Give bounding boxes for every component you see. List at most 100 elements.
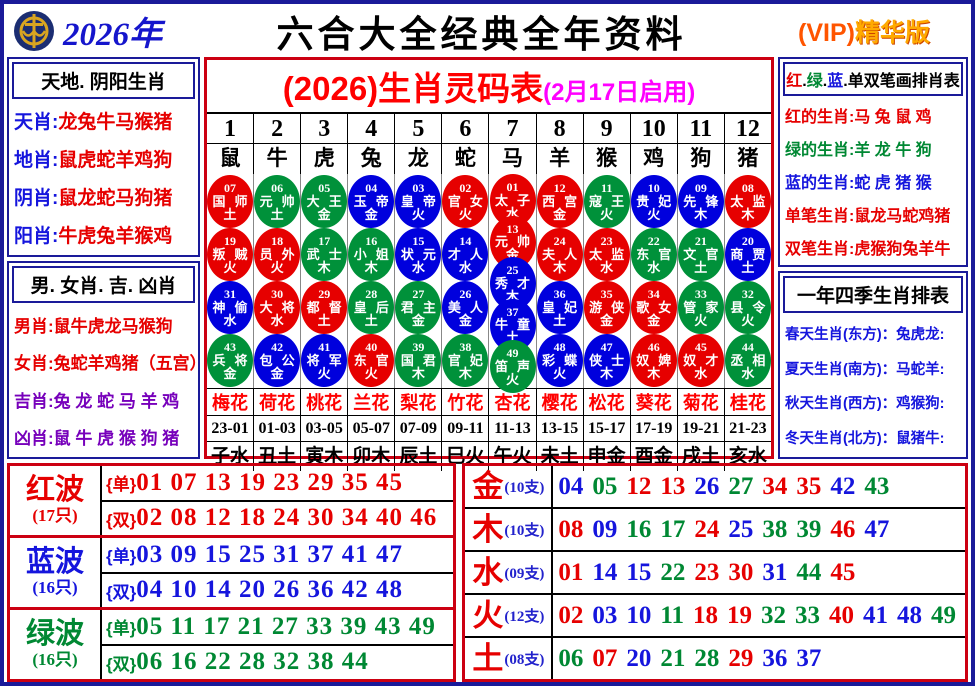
ball-name: 皇妃: [542, 301, 577, 315]
list-item: 红的生肖:马 兔 鼠 鸡: [785, 103, 963, 127]
flower-cell: 竹花: [442, 388, 490, 416]
ball-element: 金: [458, 312, 472, 328]
ball-name-char: 声: [517, 358, 531, 374]
wave-group-green: 绿波 (16只) {单} 05 11 17 21 27 33 39 43 49 {双} 0…: [10, 610, 454, 680]
hour-range-cell: 17-19: [630, 416, 678, 442]
ball-number: 33: [694, 287, 707, 302]
hour-range-cell: 21-23: [724, 416, 771, 442]
ball-19: 19 叛贼火: [207, 228, 254, 281]
box-title: 红.绿.蓝.单双笔画排肖表: [783, 62, 963, 96]
ball-name-char: 家: [705, 299, 719, 315]
list-item: 秋天生肖(西方)：鸡猴狗:: [785, 392, 963, 413]
list-item: 夏天生肖(南方)：马蛇羊:: [785, 358, 963, 379]
ball-41: 41 将军火: [301, 334, 348, 387]
ball-name-char: 东: [636, 246, 650, 262]
ball-08: 08 太监木: [724, 175, 771, 228]
element-number: 21: [660, 644, 686, 672]
element-number: 23: [694, 558, 720, 586]
ball-name-char: 玉: [353, 193, 367, 209]
ball-number: 06: [271, 181, 284, 196]
ball-name-char: 王: [611, 193, 625, 209]
element-row: 金 (10支) 04 05 12 13 26 27 34 35 42 43: [465, 466, 965, 509]
ball-element: 水: [694, 365, 708, 381]
ball-32: 32 县令火: [724, 281, 771, 334]
ball-name: 太监: [589, 248, 624, 262]
ball-name: 神偷: [213, 301, 248, 315]
ball-name: 国君: [401, 354, 436, 368]
ball-element: 金: [411, 312, 425, 328]
element-count: (10支): [504, 480, 545, 496]
ball-number: 28: [365, 287, 378, 302]
column-zodiac: 猪: [737, 147, 759, 170]
ball-name-char: 士: [328, 246, 342, 262]
vip-prefix: (VIP): [798, 19, 855, 47]
hour-range-cell: 07-09: [395, 416, 443, 442]
ball-name-char: 督: [328, 299, 342, 315]
ball-number: 07: [224, 181, 237, 196]
element-number: 42: [830, 472, 856, 500]
column-number: 12: [724, 114, 771, 144]
ball-name-char: 元: [259, 193, 273, 209]
hour-range-cell: 13-15: [536, 416, 584, 442]
element-number: 36: [762, 644, 788, 672]
ball-name: 贵妃: [636, 195, 671, 209]
element-numbers: 01 14 15 22 23 30 31 44 45: [553, 559, 965, 587]
row-label: 夏天生肖(南方)：马蛇羊:: [785, 361, 945, 378]
element-number: 28: [694, 644, 720, 672]
ball-name: 美人: [448, 301, 483, 315]
box-title: 天地. 阴阳生肖: [12, 62, 195, 99]
ball-name-char: 叛: [212, 246, 226, 262]
ball-name-char: 管: [683, 299, 697, 315]
row-value: 鼠牛虎龙马猴狗: [53, 317, 173, 337]
ball-name-char: 歌: [636, 299, 650, 315]
column-zodiac: 牛: [254, 144, 302, 174]
ball-column-2: 06 元帅土 18 员外火 30 大将水 42 包公金: [254, 174, 302, 388]
ball-column-3: 05 大王金 17 武士木 29 都督土 41 将军火: [301, 174, 349, 388]
title-fragment: 红: [786, 73, 803, 90]
ball-column-5: 03 皇帝火 15 状元水 27 君主金 39 国君木: [395, 174, 443, 388]
ball-05: 05 大王金: [301, 175, 348, 228]
flower-cell: 樱花: [536, 388, 584, 416]
ball-number: 24: [553, 234, 566, 249]
ball-number: 23: [600, 234, 613, 249]
ball-number: 49: [506, 346, 519, 361]
branch-cell: 卯木: [348, 442, 396, 471]
hour-range-cell: 01-03: [254, 416, 302, 442]
element-count: (12支): [504, 609, 545, 625]
ball-06: 06 元帅土: [254, 175, 301, 228]
ball-name-char: 帅: [517, 234, 531, 250]
table-title: (2026)生肖灵码表(2月17日启用): [207, 60, 771, 114]
ball-number: 38: [459, 340, 472, 355]
wave-name: 红波: [25, 474, 84, 507]
branch-cell: 戌土: [678, 442, 725, 471]
element-number: 34: [762, 472, 788, 500]
ball-42: 42 包公金: [254, 334, 301, 387]
year-label: 2026年: [63, 17, 162, 53]
flower-cell: 松花: [583, 388, 631, 416]
ball-name: 元帅: [260, 195, 295, 209]
ball-name: 东官: [636, 248, 671, 262]
element-number: 30: [728, 558, 754, 586]
hour-range-cell: 03-05: [301, 416, 349, 442]
element-number: 01: [558, 558, 584, 586]
ball-name-char: 先: [683, 193, 697, 209]
wave-even-row: {双} 06 16 22 28 32 38 44: [102, 643, 454, 680]
column-number: 4: [348, 114, 396, 144]
ball-25: 25 秀才木: [489, 257, 536, 310]
ball-name: 大王: [307, 195, 342, 209]
ball-number: 02: [459, 181, 472, 196]
middle-section: 天地. 阴阳生肖 天肖:龙兔牛马猴猪 地肖:鼠虎蛇羊鸡狗 阴肖:鼠龙蛇马狗猪 阳肖:牛…: [7, 57, 968, 471]
ball-name-char: 妃: [564, 299, 578, 315]
element-number: 14: [592, 558, 618, 586]
ball-number: 46: [647, 340, 660, 355]
ball-name-char: 监: [752, 193, 766, 209]
element-label: 木 (10支): [465, 509, 554, 550]
ball-element: 金: [317, 206, 331, 222]
right-sidebar: 红.绿.蓝.单双笔画排肖表 红的生肖:马 兔 鼠 鸡绿的生肖:羊 龙 牛 狗蓝的…: [778, 57, 968, 459]
ball-14: 14 才人水: [442, 228, 489, 281]
element-number: 41: [863, 601, 888, 629]
element-number: 48: [897, 601, 922, 629]
ball-number: 39: [412, 340, 425, 355]
ball-element: 火: [317, 365, 331, 381]
